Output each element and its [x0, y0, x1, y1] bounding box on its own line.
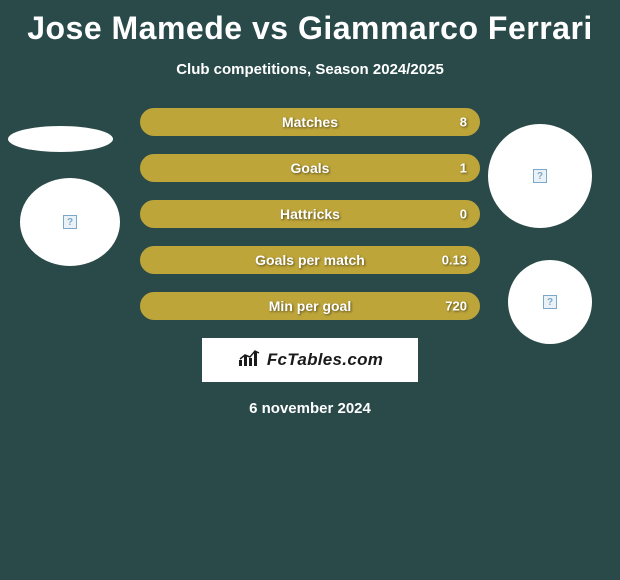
stat-label: Matches — [282, 114, 338, 130]
brand-text: FcTables.com — [267, 350, 383, 370]
stat-label: Hattricks — [280, 206, 340, 222]
brand-chart-icon — [237, 348, 263, 373]
stat-label: Min per goal — [269, 298, 351, 314]
page-title: Jose Mamede vs Giammarco Ferrari — [0, 0, 620, 47]
stat-right-value: 720 — [445, 299, 467, 314]
stat-row-goals: Goals 1 — [140, 154, 480, 182]
brand-badge: FcTables.com — [202, 338, 418, 382]
stat-right-value: 0 — [460, 207, 467, 222]
stat-right-value: 0.13 — [442, 253, 467, 268]
stat-row-matches: Matches 8 — [140, 108, 480, 136]
stats-container: Matches 8 Goals 1 Hattricks 0 Goals per … — [0, 108, 620, 320]
date-generated: 6 november 2024 — [0, 400, 620, 417]
stat-right-value: 8 — [460, 115, 467, 130]
stat-label: Goals per match — [255, 252, 365, 268]
subtitle: Club competitions, Season 2024/2025 — [0, 61, 620, 78]
stat-row-goals-per-match: Goals per match 0.13 — [140, 246, 480, 274]
stat-row-hattricks: Hattricks 0 — [140, 200, 480, 228]
stat-label: Goals — [291, 160, 330, 176]
stat-right-value: 1 — [460, 161, 467, 176]
stat-row-min-per-goal: Min per goal 720 — [140, 292, 480, 320]
